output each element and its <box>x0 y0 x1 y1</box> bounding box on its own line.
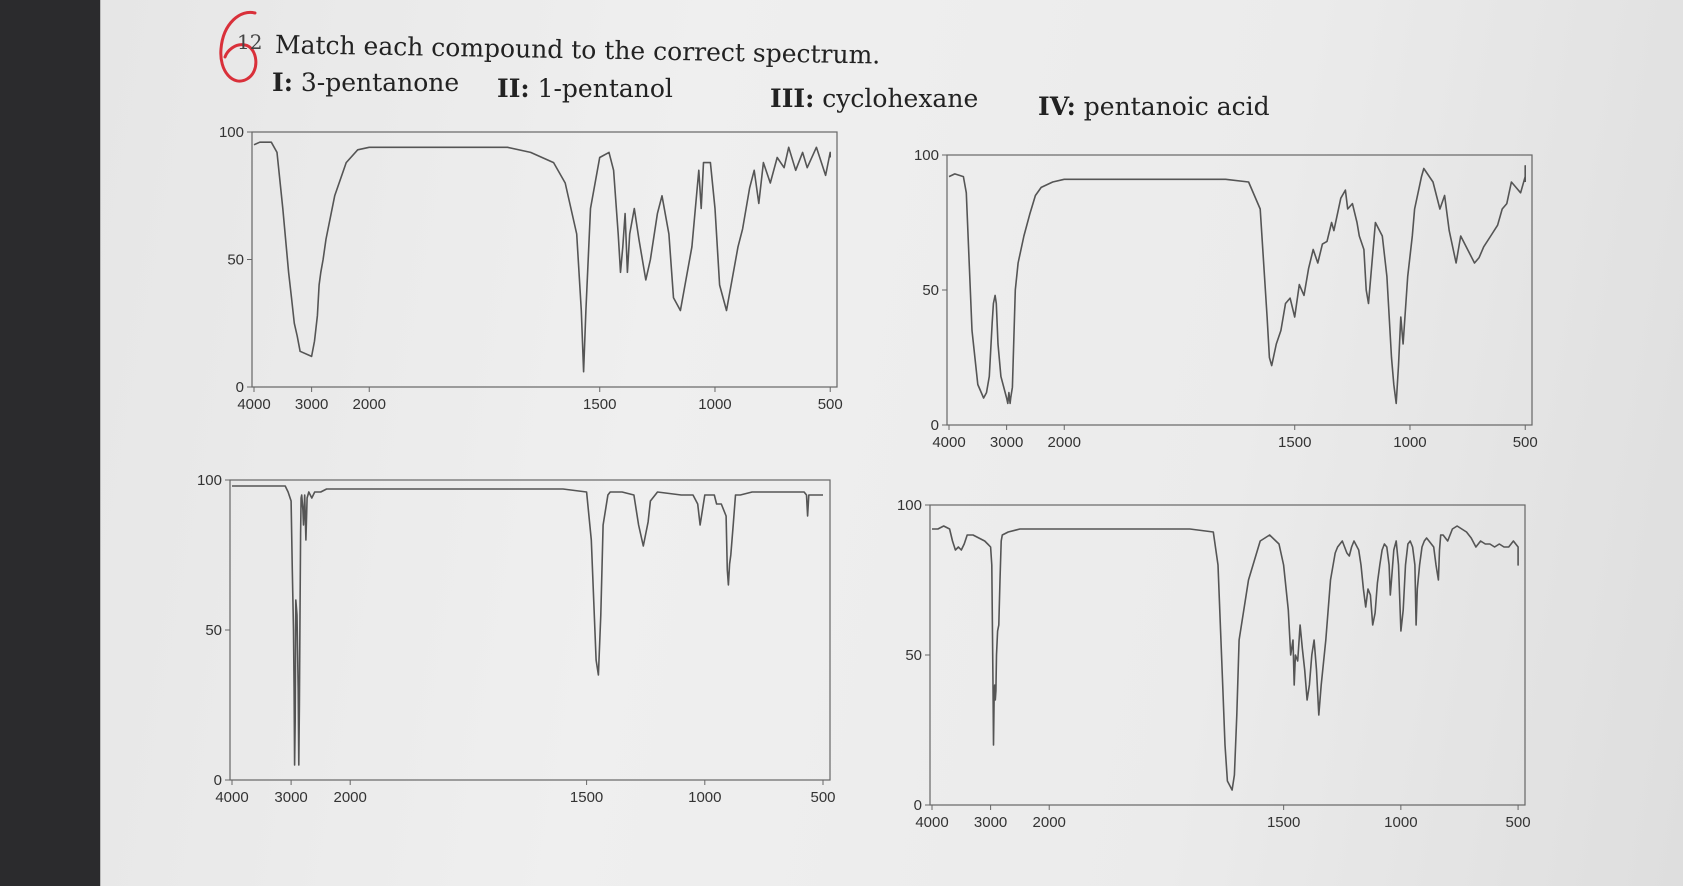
spectrum-chart-2: 4000 3000 2000 1500 1000 500 0 50 100 <box>914 147 1538 451</box>
x-tick-label: 500 <box>810 789 835 806</box>
x-tick-label: 3000 <box>974 814 1007 831</box>
x-tick-label: 2000 <box>1048 434 1081 451</box>
spectrum-chart-4: 4000 3000 2000 1500 1000 500 0 50 100 <box>897 497 1531 831</box>
x-tick-label: 1000 <box>1393 434 1426 451</box>
x-tick-label: 1500 <box>1278 434 1311 451</box>
x-tick-label: 1000 <box>1384 814 1417 831</box>
x-tick-label: 1500 <box>1267 814 1300 831</box>
compound-I: I: 3-pentanone <box>272 68 460 97</box>
x-tick-label: 4000 <box>215 789 248 806</box>
y-tick-label: 0 <box>236 379 244 396</box>
spectrum-chart-1: 4000 3000 2000 1500 1000 500 0 50 100 <box>219 124 843 413</box>
spectrum-line-1 <box>253 141 831 373</box>
plot-frame <box>929 504 1526 806</box>
compound-III: III: cyclohexane <box>770 84 979 113</box>
x-tick-label: 500 <box>1513 434 1538 451</box>
y-tick-label: 100 <box>197 472 222 489</box>
y-tick-label: 50 <box>205 622 222 639</box>
x-tick-label: 2000 <box>353 396 386 413</box>
y-tick-label: 50 <box>922 282 939 299</box>
compound-IV: IV: pentanoic acid <box>1038 92 1270 121</box>
spectrum-line-4 <box>932 525 1519 791</box>
x-tick-label: 4000 <box>932 434 965 451</box>
x-tick-label: 4000 <box>237 396 270 413</box>
x-tick-label: 2000 <box>1033 814 1066 831</box>
x-tick-label: 3000 <box>295 396 328 413</box>
x-tick-label: 1500 <box>570 789 603 806</box>
spectrum-line-2 <box>948 165 1526 405</box>
x-tick-label: 3000 <box>274 789 307 806</box>
x-tick-label: 2000 <box>334 789 367 806</box>
question-header: 12 Match each compound to the correct sp… <box>0 0 1683 130</box>
x-tick-label: 500 <box>818 396 843 413</box>
y-tick-label: 100 <box>914 147 939 164</box>
y-tick-label: 0 <box>214 772 222 789</box>
y-tick-label: 100 <box>219 124 244 141</box>
y-tick-label: 0 <box>931 417 939 434</box>
x-tick-label: 500 <box>1506 814 1531 831</box>
plot-frame <box>251 131 838 388</box>
y-tick-label: 0 <box>914 797 922 814</box>
plot-frame <box>229 479 831 781</box>
question-number: 12 <box>237 30 263 54</box>
y-tick-label: 100 <box>897 497 922 514</box>
spectrum-chart-3: 4000 3000 2000 1500 1000 500 0 50 100 <box>197 472 836 806</box>
x-tick-label: 1000 <box>688 789 721 806</box>
spectrum-line-3 <box>232 485 823 766</box>
y-tick-label: 50 <box>905 647 922 664</box>
x-tick-label: 4000 <box>915 814 948 831</box>
compound-II: II: 1-pentanol <box>497 74 673 103</box>
x-tick-label: 3000 <box>990 434 1023 451</box>
x-tick-label: 1500 <box>583 396 616 413</box>
x-tick-label: 1000 <box>698 396 731 413</box>
y-tick-label: 50 <box>227 252 244 269</box>
handwritten-circle-mark <box>219 10 258 83</box>
